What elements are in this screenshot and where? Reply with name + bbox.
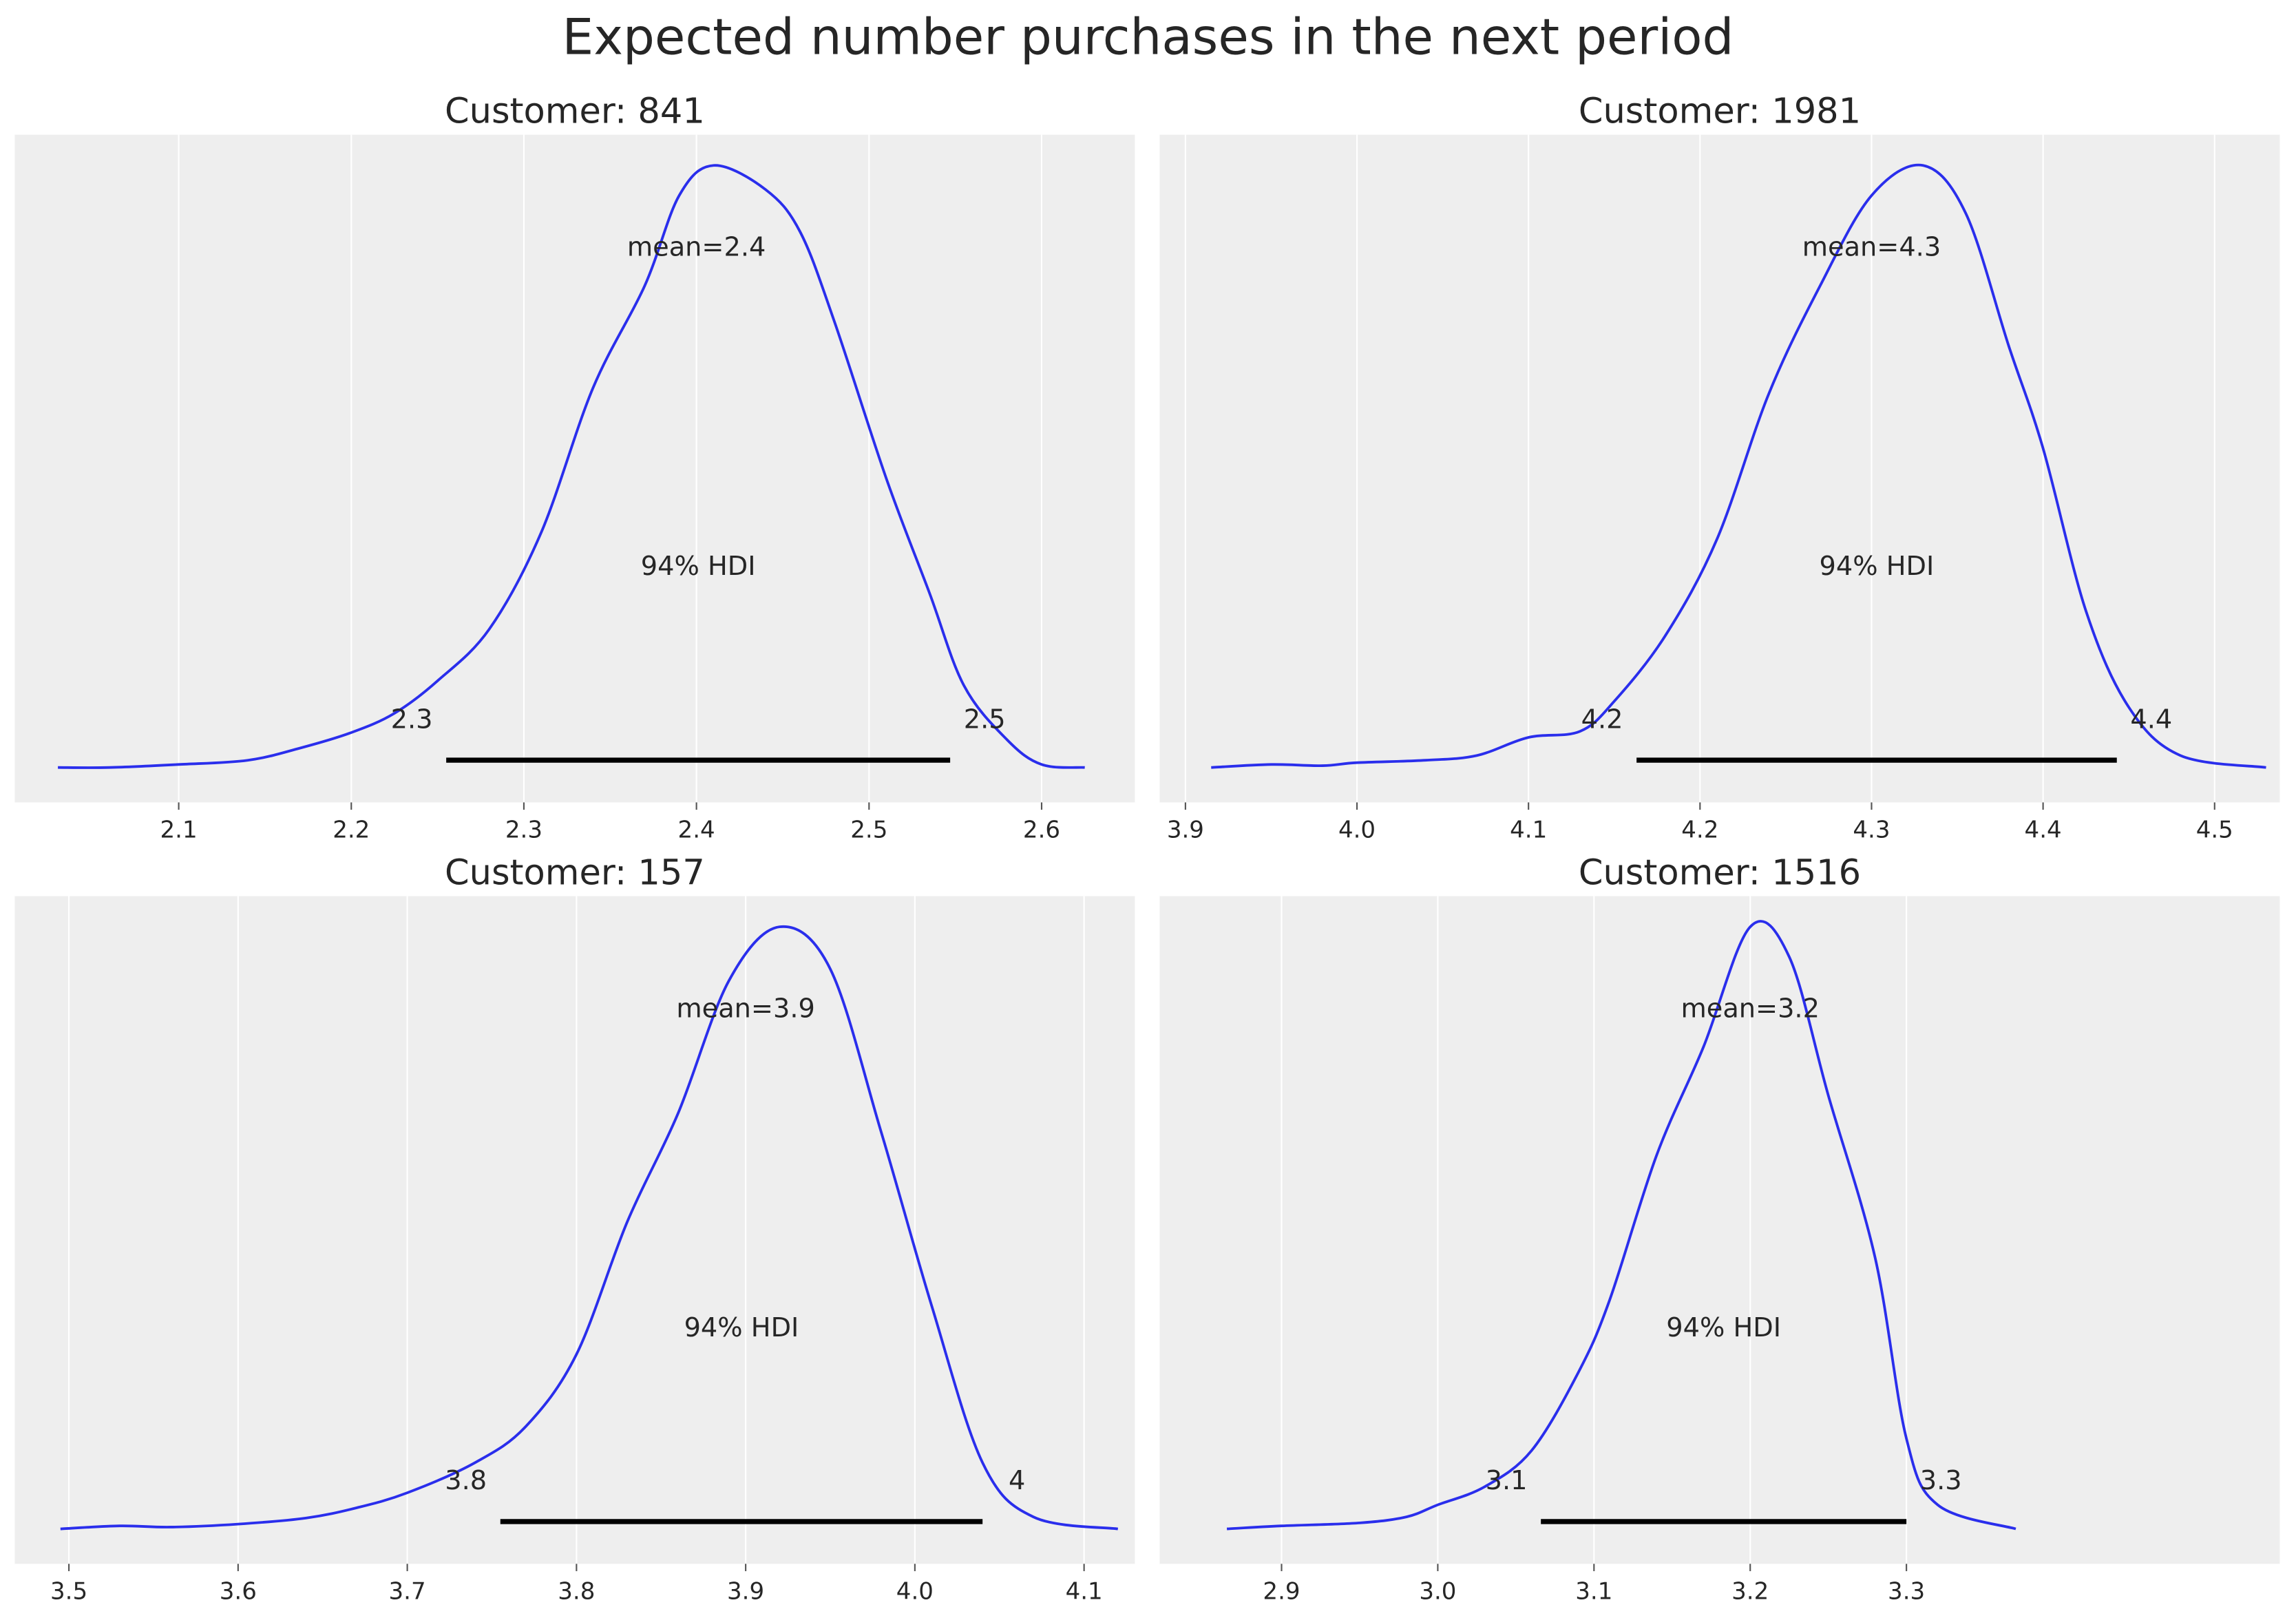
subplot-4: Customer: 1516 2.9 3.0 3.1 3.2 3.3 mean=3.2 94%… bbox=[1159, 853, 2280, 1605]
density-curve bbox=[1211, 163, 2266, 769]
hdi-low-label: 3.1 bbox=[1486, 1465, 1528, 1496]
hdi-label: 94% HDI bbox=[684, 1312, 799, 1343]
mean-label: mean=4.3 bbox=[1802, 231, 1941, 262]
hdi-high-label: 4 bbox=[1009, 1465, 1025, 1496]
x-tick-label: 3.9 bbox=[727, 1577, 764, 1605]
hdi-high-label: 3.3 bbox=[1920, 1465, 1962, 1496]
axes-background bbox=[14, 134, 1135, 803]
x-tick-label: 4.5 bbox=[2196, 816, 2233, 843]
x-tick-label: 3.9 bbox=[1167, 816, 1204, 843]
density-curve bbox=[1226, 920, 2016, 1531]
subplot-title: Customer: 1516 bbox=[1579, 853, 1861, 894]
x-tick-label: 4.4 bbox=[2025, 816, 2062, 843]
hdi-label: 94% HDI bbox=[1666, 1312, 1781, 1343]
figure-title: Expected number purchases in the next pe… bbox=[562, 9, 1734, 67]
density-curve bbox=[60, 925, 1119, 1531]
x-tick-label: 3.5 bbox=[50, 1577, 87, 1605]
subplot-2: Customer: 1981 3.9 4.0 4.1 4.2 4.3 4.4 4.5 mean=… bbox=[1159, 92, 2280, 843]
mean-label: mean=2.4 bbox=[627, 231, 766, 262]
x-tick-label: 2.5 bbox=[850, 816, 887, 843]
x-tick-label: 3.0 bbox=[1419, 1577, 1456, 1605]
x-tick-label: 2.9 bbox=[1263, 1577, 1300, 1605]
mean-label: mean=3.9 bbox=[676, 993, 814, 1024]
x-tick-label: 4.3 bbox=[1853, 816, 1890, 843]
hdi-high-label: 2.5 bbox=[964, 704, 1006, 735]
x-tick-label: 2.4 bbox=[678, 816, 715, 843]
x-tick-label: 4.0 bbox=[896, 1577, 934, 1605]
hdi-low-label: 3.8 bbox=[445, 1465, 487, 1496]
hdi-label: 94% HDI bbox=[1820, 551, 1935, 582]
x-tick-label: 3.6 bbox=[220, 1577, 257, 1605]
axes-background bbox=[1159, 134, 2280, 803]
axes-background bbox=[14, 896, 1135, 1564]
subplot-title: Customer: 157 bbox=[445, 853, 705, 894]
density-curve bbox=[58, 164, 1085, 769]
x-tick-label: 4.1 bbox=[1066, 1577, 1103, 1605]
hdi-low-label: 4.2 bbox=[1581, 704, 1623, 735]
subplot-3: Customer: 157 3.5 3.6 3.7 3.8 3.9 4.0 4.1 mean=3… bbox=[14, 853, 1135, 1605]
mean-label: mean=3.2 bbox=[1681, 993, 1820, 1024]
hdi-label: 94% HDI bbox=[641, 551, 756, 582]
x-tick-label: 4.2 bbox=[1681, 816, 1718, 843]
axes-background bbox=[1159, 896, 2280, 1564]
x-tick-label: 3.2 bbox=[1731, 1577, 1769, 1605]
x-tick-label: 3.7 bbox=[389, 1577, 426, 1605]
subplot-1: Customer: 841 2.1 2.2 2.3 2.4 2.5 2.6 mean=2.4 9… bbox=[14, 92, 1135, 843]
hdi-low-label: 2.3 bbox=[391, 704, 433, 735]
x-tick-label: 3.8 bbox=[558, 1577, 595, 1605]
x-tick-label: 4.1 bbox=[1510, 816, 1547, 843]
subplot-title: Customer: 841 bbox=[445, 92, 705, 132]
subplot-title: Customer: 1981 bbox=[1579, 92, 1861, 132]
x-tick-label: 4.0 bbox=[1338, 816, 1376, 843]
hdi-high-label: 4.4 bbox=[2130, 704, 2172, 735]
x-tick-label: 2.6 bbox=[1023, 816, 1060, 843]
x-tick-label: 2.3 bbox=[505, 816, 543, 843]
x-tick-label: 3.1 bbox=[1575, 1577, 1612, 1605]
x-tick-label: 2.1 bbox=[160, 816, 198, 843]
x-tick-label: 3.3 bbox=[1888, 1577, 1925, 1605]
x-tick-label: 2.2 bbox=[333, 816, 370, 843]
